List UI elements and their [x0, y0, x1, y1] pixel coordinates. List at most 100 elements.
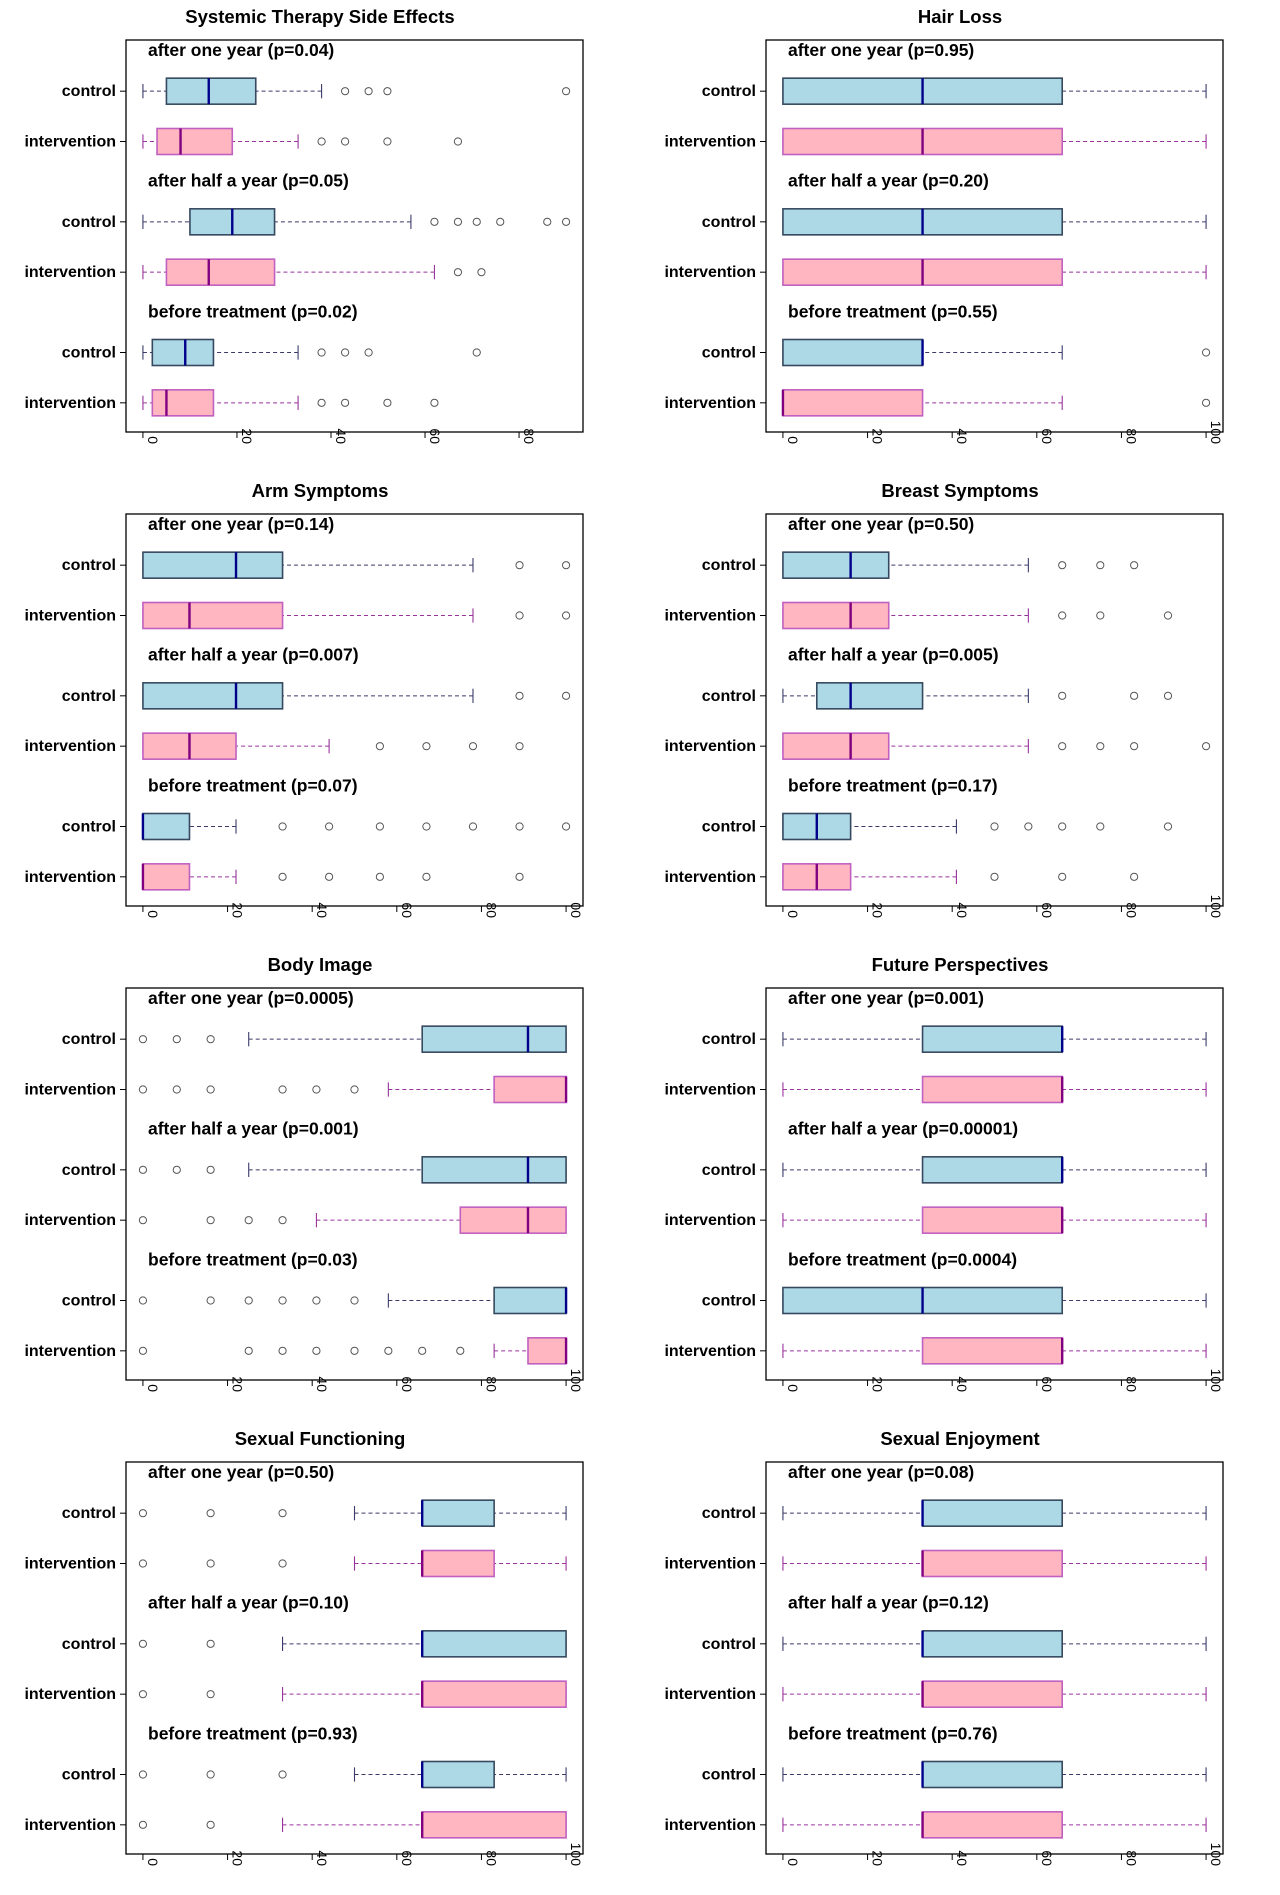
svg-text:intervention: intervention	[664, 395, 756, 412]
svg-text:80: 80	[483, 902, 499, 918]
svg-text:intervention: intervention	[664, 1817, 756, 1834]
svg-text:after half a year (p=0.12): after half a year (p=0.12)	[788, 1593, 989, 1613]
svg-text:60: 60	[1039, 1376, 1055, 1392]
svg-text:intervention: intervention	[24, 738, 116, 755]
svg-text:20: 20	[239, 428, 255, 444]
svg-text:100: 100	[1208, 1369, 1224, 1393]
svg-text:20: 20	[230, 1850, 246, 1866]
svg-text:Body Image: Body Image	[268, 954, 373, 975]
svg-text:20: 20	[870, 1376, 886, 1392]
svg-text:20: 20	[870, 902, 886, 918]
svg-text:intervention: intervention	[24, 134, 116, 151]
svg-text:0: 0	[785, 436, 801, 444]
svg-text:100: 100	[568, 1843, 584, 1867]
svg-text:intervention: intervention	[24, 264, 116, 281]
svg-text:control: control	[702, 1636, 756, 1653]
svg-text:40: 40	[954, 428, 970, 444]
svg-text:40: 40	[333, 428, 349, 444]
svg-text:intervention: intervention	[24, 608, 116, 625]
svg-text:60: 60	[427, 428, 443, 444]
svg-text:40: 40	[314, 1850, 330, 1866]
svg-text:intervention: intervention	[24, 1212, 116, 1229]
svg-text:intervention: intervention	[24, 1686, 116, 1703]
svg-text:0: 0	[785, 1858, 801, 1866]
svg-text:0: 0	[785, 910, 801, 918]
svg-text:before treatment (p=0.17): before treatment (p=0.17)	[788, 775, 998, 795]
svg-text:control: control	[702, 1162, 756, 1179]
svg-text:control: control	[62, 1031, 116, 1048]
svg-text:control: control	[702, 214, 756, 231]
svg-text:after one year (p=0.50): after one year (p=0.50)	[788, 514, 974, 534]
svg-text:after one year (p=0.50): after one year (p=0.50)	[148, 1462, 334, 1482]
svg-text:intervention: intervention	[24, 1556, 116, 1573]
svg-text:80: 80	[1123, 1376, 1139, 1392]
svg-text:intervention: intervention	[24, 1817, 116, 1834]
svg-text:40: 40	[314, 1376, 330, 1392]
svg-text:control: control	[62, 819, 116, 836]
svg-text:40: 40	[954, 902, 970, 918]
svg-text:Arm Symptoms: Arm Symptoms	[252, 480, 389, 501]
svg-text:Sexual Functioning: Sexual Functioning	[235, 1428, 406, 1449]
svg-text:80: 80	[1123, 902, 1139, 918]
svg-text:control: control	[702, 1031, 756, 1048]
svg-text:control: control	[702, 1505, 756, 1522]
svg-text:Hair Loss: Hair Loss	[918, 6, 1002, 27]
svg-text:after one year (p=0.95): after one year (p=0.95)	[788, 40, 974, 60]
svg-text:control: control	[62, 214, 116, 231]
svg-text:80: 80	[483, 1376, 499, 1392]
svg-text:intervention: intervention	[664, 1343, 756, 1360]
svg-text:control: control	[62, 1505, 116, 1522]
svg-text:before treatment (p=0.76): before treatment (p=0.76)	[788, 1723, 998, 1743]
svg-text:20: 20	[870, 1850, 886, 1866]
svg-text:60: 60	[1039, 1850, 1055, 1866]
svg-text:80: 80	[521, 428, 537, 444]
svg-text:control: control	[62, 1767, 116, 1784]
svg-text:0: 0	[145, 910, 161, 918]
svg-text:60: 60	[1039, 428, 1055, 444]
svg-text:after one year (p=0.0005): after one year (p=0.0005)	[148, 988, 354, 1008]
svg-text:0: 0	[145, 1858, 161, 1866]
svg-text:100: 100	[1208, 1843, 1224, 1867]
svg-text:control: control	[62, 688, 116, 705]
svg-text:60: 60	[399, 1850, 415, 1866]
svg-text:before treatment (p=0.93): before treatment (p=0.93)	[148, 1723, 358, 1743]
svg-text:100: 100	[1208, 421, 1224, 445]
svg-text:00: 00	[568, 902, 584, 918]
svg-text:intervention: intervention	[664, 869, 756, 886]
svg-text:40: 40	[954, 1850, 970, 1866]
svg-text:20: 20	[230, 902, 246, 918]
svg-text:after half a year (p=0.20): after half a year (p=0.20)	[788, 171, 989, 191]
svg-text:60: 60	[399, 902, 415, 918]
svg-text:before treatment (p=0.03): before treatment (p=0.03)	[148, 1249, 358, 1269]
svg-text:control: control	[702, 819, 756, 836]
svg-text:before treatment (p=0.07): before treatment (p=0.07)	[148, 775, 358, 795]
svg-text:0: 0	[145, 436, 161, 444]
svg-text:after half a year (p=0.001): after half a year (p=0.001)	[148, 1119, 359, 1139]
svg-text:100: 100	[568, 1369, 584, 1393]
svg-text:intervention: intervention	[664, 134, 756, 151]
svg-text:after half a year (p=0.005): after half a year (p=0.005)	[788, 645, 999, 665]
svg-text:before treatment (p=0.0004): before treatment (p=0.0004)	[788, 1249, 1017, 1269]
svg-text:control: control	[62, 557, 116, 574]
svg-text:intervention: intervention	[24, 1082, 116, 1099]
svg-text:control: control	[702, 1767, 756, 1784]
svg-text:40: 40	[314, 902, 330, 918]
svg-text:60: 60	[399, 1376, 415, 1392]
svg-text:after half a year (p=0.05): after half a year (p=0.05)	[148, 171, 349, 191]
svg-text:0: 0	[785, 1384, 801, 1392]
svg-text:intervention: intervention	[24, 395, 116, 412]
svg-text:intervention: intervention	[24, 1343, 116, 1360]
svg-text:before treatment (p=0.02): before treatment (p=0.02)	[148, 301, 358, 321]
svg-text:intervention: intervention	[24, 869, 116, 886]
svg-text:80: 80	[483, 1850, 499, 1866]
svg-text:after one year (p=0.14): after one year (p=0.14)	[148, 514, 334, 534]
svg-text:intervention: intervention	[664, 1082, 756, 1099]
svg-text:control: control	[62, 1293, 116, 1310]
svg-text:before treatment (p=0.55): before treatment (p=0.55)	[788, 301, 998, 321]
svg-text:60: 60	[1039, 902, 1055, 918]
svg-text:after one year (p=0.04): after one year (p=0.04)	[148, 40, 334, 60]
svg-text:after one year (p=0.08): after one year (p=0.08)	[788, 1462, 974, 1482]
svg-text:0: 0	[145, 1384, 161, 1392]
svg-text:intervention: intervention	[664, 738, 756, 755]
svg-text:intervention: intervention	[664, 1686, 756, 1703]
